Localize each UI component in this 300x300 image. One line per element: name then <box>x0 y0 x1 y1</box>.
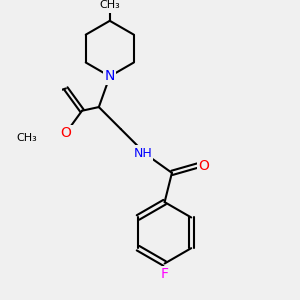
Text: CH₃: CH₃ <box>16 133 37 142</box>
Text: O: O <box>60 126 71 140</box>
Text: NH: NH <box>133 147 152 160</box>
Text: F: F <box>160 268 169 281</box>
Text: CH₃: CH₃ <box>99 0 120 10</box>
Text: N: N <box>105 69 115 83</box>
Text: O: O <box>198 159 209 172</box>
